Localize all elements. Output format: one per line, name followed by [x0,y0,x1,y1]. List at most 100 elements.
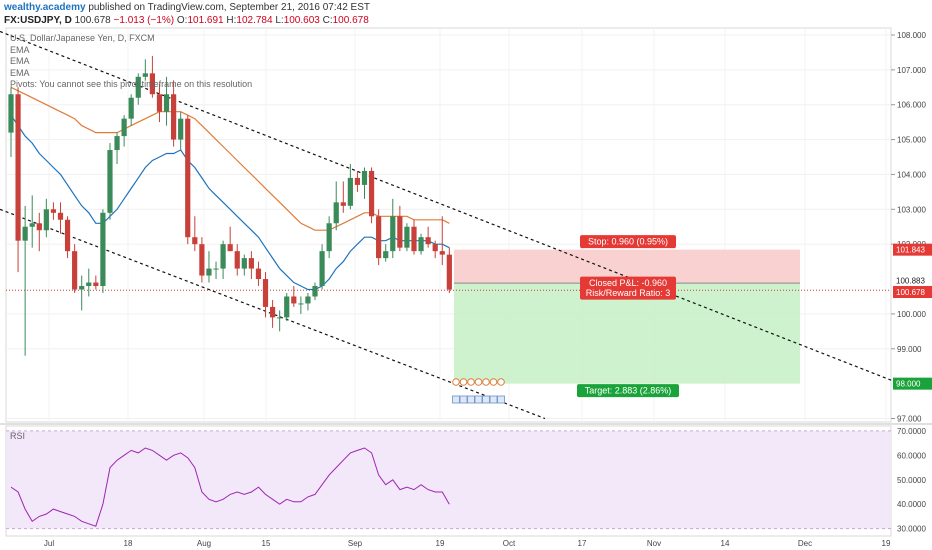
event-marker-flag [489,395,498,404]
close-price-tag-bg [893,286,932,299]
pnl-label: Closed P&L: -0.960 [589,278,667,288]
rsi-label: RSI [10,431,26,441]
candle-body [36,223,42,231]
stop-label: Stop: 0.960 (0.95%) [588,237,668,247]
candle-body [64,219,71,252]
price-pane-frame [5,27,892,423]
publish-info: published on TradingView.com, September … [88,2,370,13]
candlesticks [8,55,452,356]
x-tick-label: 19 [436,539,445,548]
candle-body [50,209,57,213]
high-label: H: [226,15,237,26]
grid [0,27,932,537]
ema-legend-1[interactable]: EMA [10,44,30,55]
candle-body [397,216,403,248]
event-marker-dot [474,378,483,386]
candle-body [57,212,64,220]
symbol-title: U.S. Dollar/Japanese Yen, D, FXCM [10,33,155,43]
close-value: 100.678 [332,15,369,26]
candle-body [22,226,28,241]
ema-legend-2[interactable]: EMA [10,56,30,66]
rsi-tick-label: 50.0000 [897,476,926,485]
event-marker-flag [497,395,505,404]
open-label: O: [176,15,188,26]
x-tick-label: 15 [262,539,271,548]
candle-body [8,94,14,133]
x-tick-label: 17 [578,539,587,548]
y-tick-label: 108.000 [897,31,926,40]
event-markers[interactable] [452,378,505,404]
position-zones [6,249,891,384]
candle-body [107,150,113,213]
event-marker-flag [482,395,490,404]
event-marker-flag [452,395,460,404]
event-marker-flag [467,395,475,404]
last-price: 100.678 [74,15,111,26]
candle-body [255,268,262,280]
candle-body [241,258,247,269]
pivots-legend[interactable]: Pivots: You cannot see this pivot timefr… [10,79,253,89]
candle-body [312,286,318,297]
y-tick-label: 103.000 [897,205,926,214]
candle-body [79,286,85,290]
x-tick-label: Nov [647,539,661,548]
candle-body [114,136,120,151]
close-price-tag: 100.678 [896,288,925,297]
pnl-label-box [580,276,676,300]
candle-body [206,268,212,276]
candle-body [15,94,21,241]
rsi-tick-label: 70.0000 [897,427,926,436]
y-tick-label: 99.000 [897,345,922,354]
candle-body [185,118,191,238]
candle-body [326,223,332,252]
candle-body [171,94,177,140]
x-tick-label: Jul [44,539,54,548]
chart-header: wealthy.academy published on TradingView… [0,0,932,28]
target-price-tag-bg [893,377,932,390]
rsi-tick-label: 60.0000 [897,451,926,460]
ema-legend-3[interactable]: EMA [10,67,30,78]
candle-body [192,237,198,245]
x-tick-label: Aug [197,539,211,548]
candle-body [425,237,431,245]
candle-body [361,170,368,185]
candle-body [199,244,205,276]
rsi-pane [6,430,891,530]
author-link[interactable]: wealthy.academy [4,2,86,13]
y-tick-label: 107.000 [897,66,926,75]
target-price-tag: 98.000 [896,380,921,389]
candle-body [135,76,141,98]
price-change: −1.013 (−1%) [113,15,175,26]
y-tick-label: 106.000 [897,101,926,110]
candle-body [128,97,134,119]
pnl-label: Risk/Reward Ratio: 3 [586,288,671,298]
entry-price-tag: 100.883 [896,277,925,286]
candle-body [262,279,269,307]
candle-body [277,317,283,319]
candle-body [29,223,35,227]
candle-body [418,237,424,252]
candle-body [411,226,417,252]
candle-body [354,177,361,185]
event-marker-dot [482,378,490,386]
candle-body [100,212,106,287]
stop-price-tag: 101.843 [896,246,925,255]
candle-body [163,94,170,112]
x-tick-label: 14 [721,539,730,548]
candle-body [220,244,226,269]
candle-body [439,251,445,255]
candle-body [121,118,127,137]
candle-body [319,251,325,287]
candle-body [72,251,78,290]
publish-line: wealthy.academy published on TradingView… [4,2,370,13]
rsi-tick-label: 40.0000 [897,500,926,509]
candle-body [432,244,438,252]
candle-body [333,202,339,224]
event-marker-dot [459,378,468,386]
event-marker-dot [452,378,460,386]
candle-body [340,202,346,206]
x-tick-label: 18 [124,539,133,548]
y-tick-label: 100.000 [897,310,926,319]
rsi-line [10,447,450,527]
